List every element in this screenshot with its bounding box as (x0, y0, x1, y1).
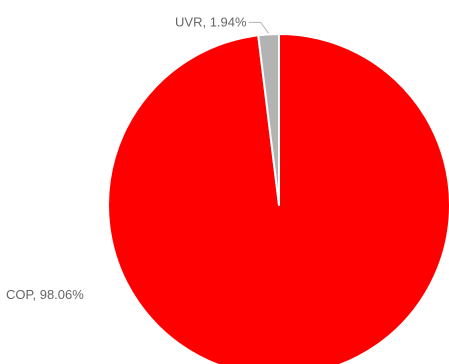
pie-slices (107, 33, 449, 364)
pie-labels: UVR, 1.94% COP, 98.06% (6, 14, 269, 302)
label-connector-uvr (248, 21, 269, 34)
slice-label-cop: COP, 98.06% (6, 287, 84, 302)
pie-slice-uvr[interactable] (257, 33, 280, 206)
slice-label-uvr: UVR, 1.94% (175, 14, 247, 29)
pie-slice-cop[interactable] (107, 33, 449, 364)
